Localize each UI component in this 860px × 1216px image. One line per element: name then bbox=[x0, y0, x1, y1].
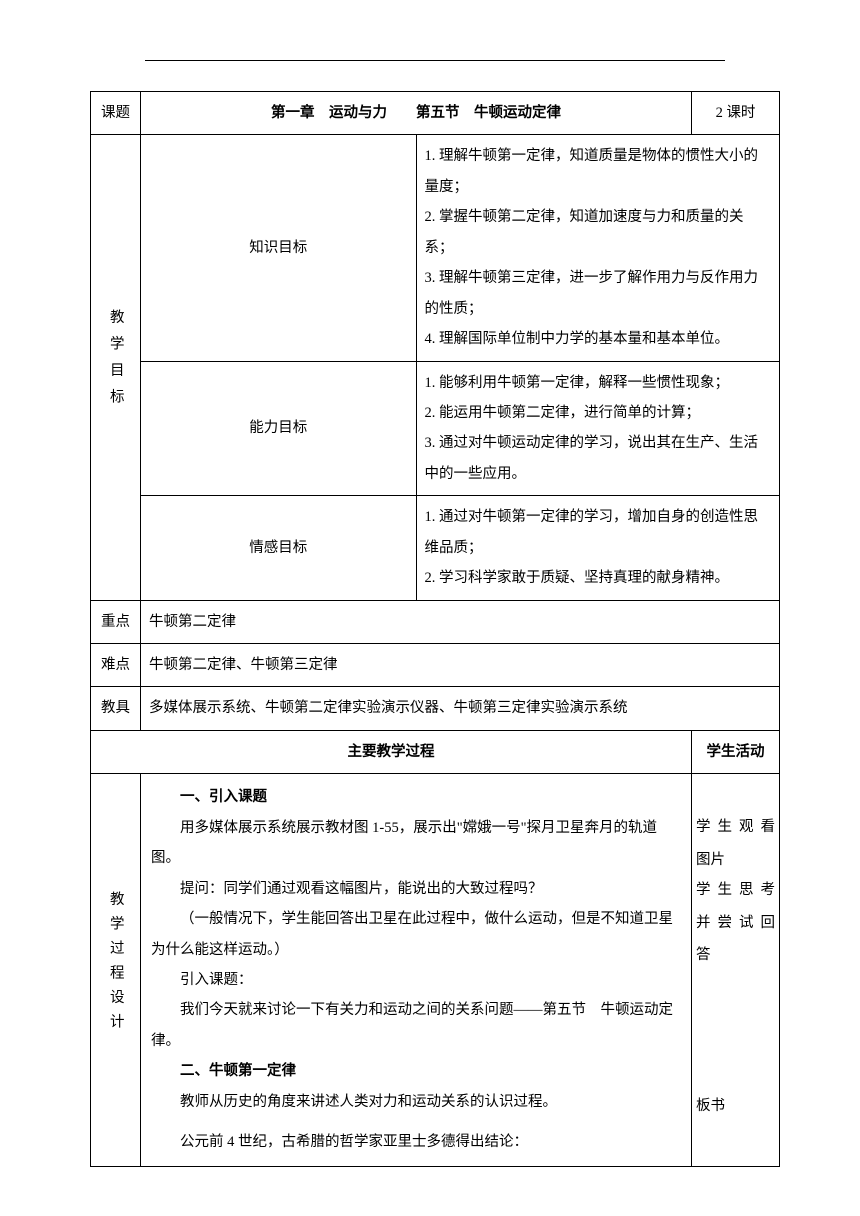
s1-p4: 引入课题： bbox=[151, 965, 681, 995]
process-activity-header: 学生活动 bbox=[692, 730, 780, 773]
tools-row: 教具 多媒体展示系统、牛顿第二定律实验演示仪器、牛顿第三定律实验演示系统 bbox=[91, 687, 780, 730]
difficulty-text: 牛顿第二定律、牛顿第三定律 bbox=[141, 644, 780, 687]
process-header-row: 主要教学过程 学生活动 bbox=[91, 730, 780, 773]
process-main-content: 一、引入课题 用多媒体展示系统展示教材图 1-55，展示出"嫦娥一号"探月卫星奔… bbox=[141, 774, 692, 1166]
activity-content: 学生观看 图片 学生思考 并尝试回 答 板书 bbox=[692, 774, 780, 1166]
activity-2-l1: 学生思考 bbox=[696, 875, 775, 905]
topic-title: 第一章 运动与力 第五节 牛顿运动定律 bbox=[141, 92, 692, 135]
knowledge-content: 1. 理解牛顿第一定律，知道质量是物体的惯性大小的量度； 2. 掌握牛顿第二定律… bbox=[416, 135, 780, 361]
keypoint-text: 牛顿第二定律 bbox=[141, 600, 780, 643]
activity-2-l3: 答 bbox=[696, 940, 775, 970]
ability-label: 能力目标 bbox=[141, 361, 417, 496]
knowledge-row: 教学目标 知识目标 1. 理解牛顿第一定律，知道质量是物体的惯性大小的量度； 2… bbox=[91, 135, 780, 361]
s1-p1: 用多媒体展示系统展示教材图 1-55，展示出"嫦娥一号"探月卫星奔月的轨道图。 bbox=[151, 813, 681, 874]
s1-p5: 我们今天就来讨论一下有关力和运动之间的关系问题——第五节 牛顿运动定律。 bbox=[151, 995, 681, 1056]
ability-row: 能力目标 1. 能够利用牛顿第一定律，解释一些惯性现象； 2. 能运用牛顿第二定… bbox=[91, 361, 780, 496]
topic-label: 课题 bbox=[91, 92, 141, 135]
process-main-header: 主要教学过程 bbox=[91, 730, 692, 773]
section-2-title: 二、牛顿第一定律 bbox=[151, 1056, 681, 1086]
header-row: 课题 第一章 运动与力 第五节 牛顿运动定律 2 课时 bbox=[91, 92, 780, 135]
lesson-plan-table: 课题 第一章 运动与力 第五节 牛顿运动定律 2 课时 教学目标 知识目标 1.… bbox=[90, 91, 780, 1167]
page-top-rule bbox=[145, 60, 725, 61]
s1-p3: （一般情况下，学生能回答出卫星在此过程中，做什么运动，但是不知道卫星为什么能这样… bbox=[151, 904, 681, 965]
ability-content: 1. 能够利用牛顿第一定律，解释一些惯性现象； 2. 能运用牛顿第二定律，进行简… bbox=[416, 361, 780, 496]
activity-1-l1: 学生观看 bbox=[696, 812, 775, 842]
tools-text: 多媒体展示系统、牛顿第二定律实验演示仪器、牛顿第三定律实验演示系统 bbox=[141, 687, 780, 730]
hours: 2 课时 bbox=[692, 92, 780, 135]
emotion-content: 1. 通过对牛顿第一定律的学习，增加自身的创造性思维品质； 2. 学习科学家敢于… bbox=[416, 496, 780, 600]
activity-1-l2: 图片 bbox=[696, 845, 775, 875]
s2-p2: 公元前 4 世纪，古希腊的哲学家亚里士多德得出结论： bbox=[151, 1127, 681, 1157]
process-side-label: 教学过程设计 bbox=[91, 774, 141, 1166]
tools-label: 教具 bbox=[91, 687, 141, 730]
difficulty-row: 难点 牛顿第二定律、牛顿第三定律 bbox=[91, 644, 780, 687]
keypoint-label: 重点 bbox=[91, 600, 141, 643]
objectives-label: 教学目标 bbox=[91, 135, 141, 600]
emotion-label: 情感目标 bbox=[141, 496, 417, 600]
keypoint-row: 重点 牛顿第二定律 bbox=[91, 600, 780, 643]
difficulty-label: 难点 bbox=[91, 644, 141, 687]
process-content-row: 教学过程设计 一、引入课题 用多媒体展示系统展示教材图 1-55，展示出"嫦娥一… bbox=[91, 774, 780, 1166]
activity-3: 板书 bbox=[696, 1091, 775, 1121]
knowledge-label: 知识目标 bbox=[141, 135, 417, 361]
s1-p2: 提问：同学们通过观看这幅图片，能说出的大致过程吗？ bbox=[151, 874, 681, 904]
activity-2-l2: 并尝试回 bbox=[696, 908, 775, 938]
emotion-row: 情感目标 1. 通过对牛顿第一定律的学习，增加自身的创造性思维品质； 2. 学习… bbox=[91, 496, 780, 600]
s2-p1: 教师从历史的角度来讲述人类对力和运动关系的认识过程。 bbox=[151, 1087, 681, 1117]
section-1-title: 一、引入课题 bbox=[151, 782, 681, 812]
